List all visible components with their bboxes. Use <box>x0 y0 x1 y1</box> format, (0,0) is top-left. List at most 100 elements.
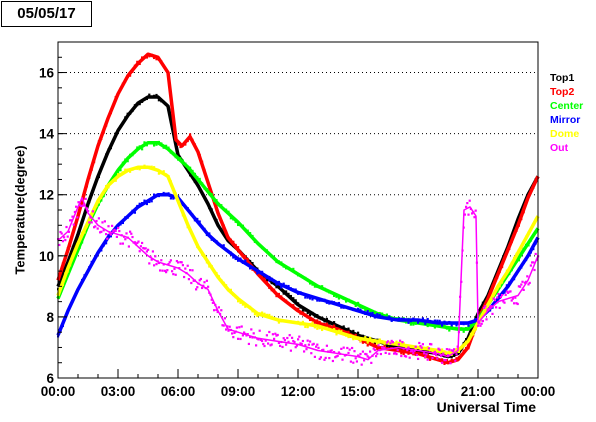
data-point <box>225 284 228 287</box>
data-point <box>426 346 429 349</box>
data-point <box>427 347 430 350</box>
data-point <box>489 290 492 293</box>
data-point <box>117 173 120 176</box>
data-point <box>145 202 148 206</box>
data-point <box>496 290 499 293</box>
data-point <box>261 270 264 273</box>
data-point <box>325 317 328 321</box>
data-point <box>520 266 523 269</box>
data-point <box>177 143 180 146</box>
data-point <box>90 221 93 224</box>
data-point <box>527 231 530 234</box>
data-point <box>100 249 103 252</box>
data-point <box>520 252 523 255</box>
data-point <box>217 306 220 309</box>
data-point <box>124 158 127 161</box>
data-point <box>180 261 183 264</box>
data-point <box>376 348 379 351</box>
data-point <box>493 290 496 293</box>
data-point <box>357 336 360 339</box>
data-point <box>385 313 388 316</box>
data-point <box>191 138 194 141</box>
series-line-top1 <box>56 95 540 359</box>
data-point <box>454 359 457 362</box>
data-point <box>133 64 136 67</box>
data-point <box>322 348 325 351</box>
data-point <box>59 287 62 290</box>
data-point <box>382 346 385 349</box>
data-point <box>490 305 493 308</box>
data-point <box>327 350 330 353</box>
data-point <box>310 352 313 355</box>
data-point <box>321 324 324 327</box>
data-point <box>69 255 72 258</box>
data-point <box>59 277 62 280</box>
data-point <box>204 286 207 290</box>
data-point <box>373 348 376 352</box>
data-point <box>333 350 336 354</box>
data-point <box>309 322 312 326</box>
data-point <box>282 265 285 268</box>
data-point <box>390 319 393 322</box>
data-point <box>385 316 388 319</box>
data-point <box>388 352 391 355</box>
data-point <box>237 300 240 303</box>
data-point <box>311 321 314 324</box>
data-point <box>311 318 314 321</box>
data-point <box>377 344 380 347</box>
data-point <box>119 223 122 226</box>
data-point <box>534 218 537 221</box>
data-point <box>365 353 368 356</box>
data-point <box>193 143 196 146</box>
data-point <box>126 236 129 239</box>
data-point <box>481 312 484 315</box>
data-point <box>280 320 283 323</box>
data-point <box>299 274 302 277</box>
data-point <box>85 207 88 210</box>
data-point <box>271 333 274 336</box>
data-point <box>352 361 355 364</box>
data-point <box>397 341 400 344</box>
data-point <box>397 349 400 352</box>
data-point <box>191 169 194 173</box>
data-point <box>73 225 76 228</box>
data-point <box>455 357 458 360</box>
data-point <box>129 112 132 115</box>
data-point <box>469 207 472 211</box>
data-point <box>263 248 266 251</box>
data-point <box>143 199 146 202</box>
data-point <box>187 278 190 281</box>
series-top1 <box>56 93 540 359</box>
data-point <box>64 238 67 242</box>
data-point <box>516 302 519 306</box>
data-point <box>379 352 382 356</box>
data-point <box>406 349 409 352</box>
data-point <box>241 303 244 306</box>
data-point <box>124 168 127 171</box>
data-point <box>395 344 398 348</box>
data-point <box>361 311 364 314</box>
data-point <box>117 171 120 174</box>
data-point <box>487 308 490 311</box>
data-point <box>375 355 378 358</box>
data-point <box>409 323 412 326</box>
data-point <box>73 249 76 252</box>
data-point <box>311 283 314 286</box>
data-point <box>501 265 504 269</box>
data-point <box>154 255 157 258</box>
data-point <box>424 322 427 325</box>
data-point <box>510 269 513 272</box>
data-point <box>65 225 68 229</box>
data-point <box>498 270 501 274</box>
data-point <box>149 255 152 258</box>
data-point <box>208 184 211 187</box>
data-point <box>299 291 302 294</box>
data-point <box>118 229 121 233</box>
data-point <box>143 141 146 144</box>
data-point <box>329 349 332 353</box>
data-point <box>148 262 151 265</box>
data-point <box>141 166 144 169</box>
data-point <box>75 205 78 208</box>
data-point <box>437 347 440 350</box>
data-point <box>97 203 100 206</box>
